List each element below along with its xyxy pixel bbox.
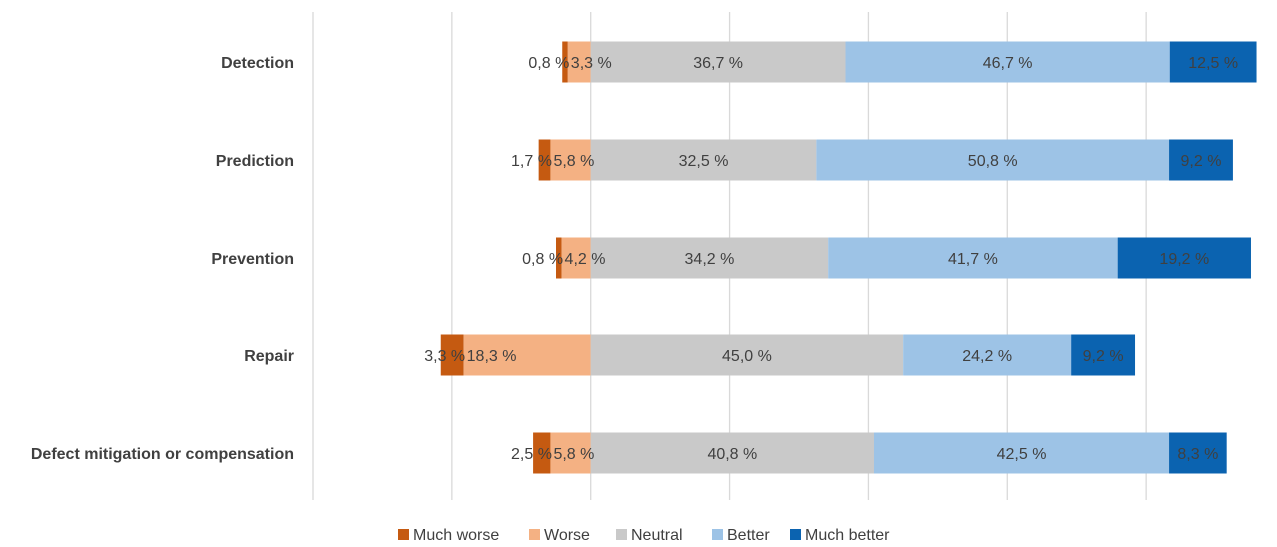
legend-swatch <box>398 529 409 540</box>
bar-segment <box>550 139 591 181</box>
legend-swatch <box>529 529 540 540</box>
data-label: 2,5 % <box>511 446 552 463</box>
bar-segment <box>590 432 874 474</box>
bar-segment <box>556 237 562 279</box>
bars <box>440 41 1257 474</box>
data-label: 0,8 % <box>528 55 569 72</box>
data-label: 41,7 % <box>948 251 998 268</box>
bar-segment <box>1169 139 1233 181</box>
bar-segment <box>538 139 551 181</box>
bar-segment <box>562 41 568 83</box>
bar-segment <box>873 432 1170 474</box>
bar-segment <box>440 334 464 376</box>
bar-segment <box>561 237 591 279</box>
data-label: 32,5 % <box>679 153 729 170</box>
data-label: 12,5 % <box>1188 55 1238 72</box>
legend-swatch <box>712 529 723 540</box>
data-label: 4,2 % <box>565 251 606 268</box>
data-label: 50,8 % <box>968 153 1018 170</box>
bar-segment <box>590 334 904 376</box>
data-label: 8,3 % <box>1177 446 1218 463</box>
legend-label: Much worse <box>413 527 499 544</box>
data-label: 40,8 % <box>707 446 757 463</box>
data-label: 9,2 % <box>1083 348 1124 365</box>
legend-label: Worse <box>544 527 590 544</box>
bar-segment <box>590 237 829 279</box>
legend-label: Neutral <box>631 527 683 544</box>
data-label: 19,2 % <box>1159 251 1209 268</box>
legend-label: Better <box>727 527 770 544</box>
bar-segment <box>590 41 846 83</box>
category-label: Prevention <box>211 251 294 268</box>
legend: Much worse Worse Neutral Better Much better <box>398 527 890 544</box>
data-label: 42,5 % <box>997 446 1047 463</box>
category-label: Prediction <box>216 153 294 170</box>
data-label: 45,0 % <box>722 348 772 365</box>
category-labels: Detection Prediction Prevention Repair Defec… <box>31 55 294 463</box>
bar-segment <box>550 432 591 474</box>
data-label: 0,8 % <box>522 251 563 268</box>
data-label: 3,3 % <box>424 348 465 365</box>
data-label: 5,8 % <box>553 446 594 463</box>
category-label: Detection <box>221 55 294 72</box>
bar-segment <box>903 334 1072 376</box>
data-label: 34,2 % <box>685 251 735 268</box>
data-label: 46,7 % <box>983 55 1033 72</box>
bar-segment <box>1169 432 1227 474</box>
category-label: Repair <box>244 348 294 365</box>
category-label: Defect mitigation or compensation <box>31 446 294 463</box>
bar-segment <box>590 139 817 181</box>
value-labels: 0,8 % 3,3 % 36,7 % 46,7 % 12,5 %1,7 % 5,8 % 32… <box>424 55 1238 463</box>
bar-segment <box>816 139 1170 181</box>
legend-swatch <box>616 529 627 540</box>
bar-segment <box>1169 41 1257 83</box>
bar-segment <box>533 432 551 474</box>
bar-segment <box>828 237 1118 279</box>
bar-segment <box>845 41 1170 83</box>
data-label: 5,8 % <box>553 153 594 170</box>
data-label: 24,2 % <box>962 348 1012 365</box>
bar-segment <box>567 41 591 83</box>
data-label: 36,7 % <box>693 55 743 72</box>
data-label: 1,7 % <box>511 153 552 170</box>
data-label: 18,3 % <box>467 348 517 365</box>
bar-segment <box>463 334 591 376</box>
legend-label: Much better <box>805 527 890 544</box>
data-label: 9,2 % <box>1181 153 1222 170</box>
data-label: 3,3 % <box>571 55 612 72</box>
bar-segment <box>1071 334 1136 376</box>
bar-segment <box>1117 237 1251 279</box>
legend-swatch <box>790 529 801 540</box>
